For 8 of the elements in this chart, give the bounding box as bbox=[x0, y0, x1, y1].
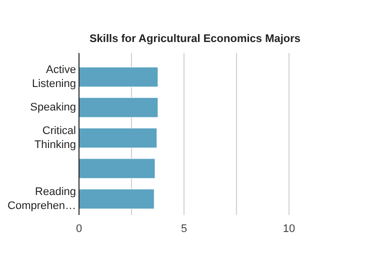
x-tick-label: 10 bbox=[282, 223, 296, 235]
y-tick-label: Reading Comprehen… bbox=[8, 186, 76, 212]
y-tick-label: Critical Thinking bbox=[34, 125, 76, 151]
y-tick-label: Active Listening bbox=[32, 64, 76, 90]
x-tick-label: 5 bbox=[180, 223, 188, 235]
chart-title: Skills for Agricultural Economics Majors bbox=[89, 33, 301, 45]
x-tick-label: 0 bbox=[76, 223, 82, 235]
y-tick-label: Speaking bbox=[30, 102, 76, 114]
